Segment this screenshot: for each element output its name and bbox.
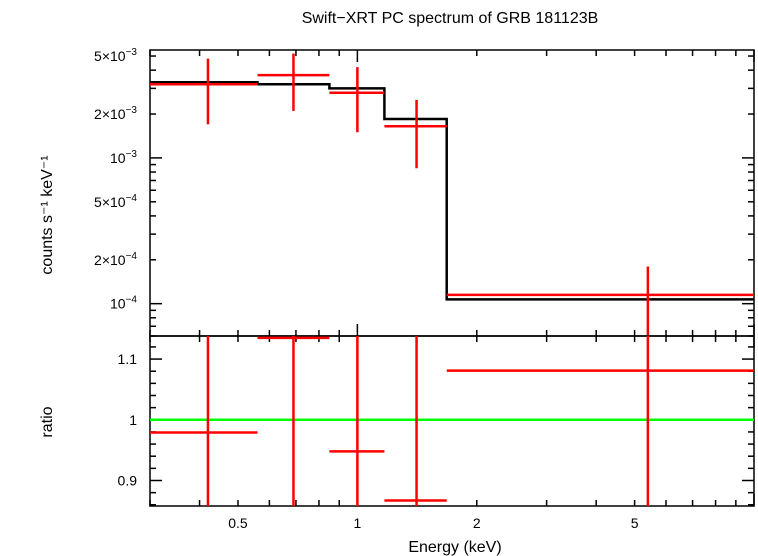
ratio-y-tick-label: 1 (129, 412, 137, 428)
spectrum-data-point (329, 67, 385, 133)
spectrum-data-point (150, 58, 258, 125)
model-line (150, 81, 754, 301)
chart-title: Swift−XRT PC spectrum of GRB 181123B (302, 10, 599, 27)
ratio-data-point (257, 336, 330, 506)
ratio-data-point (150, 336, 258, 506)
spectrum-y-tick-label: 10−3 (110, 149, 137, 166)
spectrum-frame (149, 49, 755, 337)
x-tick-label: 5 (631, 515, 639, 531)
ratio-data-point (384, 336, 447, 506)
ratio-y-tick-label: 0.9 (118, 473, 138, 489)
x-axis-label: Energy (keV) (408, 539, 501, 556)
ratio-panel: 0.5 1 2 5 1.1 1 0.9 (118, 335, 755, 531)
y-axis-label-spectrum: counts s⁻¹ keV⁻¹ (39, 155, 56, 274)
x-tick-label: 0.5 (228, 515, 248, 531)
ratio-data-point (446, 336, 754, 506)
spectrum-panel: 5×10−3 2×10−3 10−3 5×10−4 2×10−4 10−4 (94, 47, 755, 337)
spectrum-data-point (446, 266, 754, 336)
spectrum-data-point (257, 53, 330, 111)
x-tick-label: 1 (353, 515, 361, 531)
ratio-y-tick-label: 1.1 (118, 351, 138, 367)
spectrum-y-tick-label: 2×10−4 (94, 251, 137, 268)
y-axis-label-ratio: ratio (39, 406, 56, 437)
spectrum-y-tick-label: 10−4 (110, 295, 137, 312)
ratio-data-point (329, 336, 385, 506)
spectrum-y-tick-label: 5×10−4 (94, 193, 137, 210)
spectrum-y-tick-label: 2×10−3 (94, 105, 137, 122)
spectrum-data-point (384, 99, 447, 169)
spectrum-y-tick-label: 5×10−3 (94, 47, 137, 64)
x-tick-label: 2 (473, 515, 481, 531)
